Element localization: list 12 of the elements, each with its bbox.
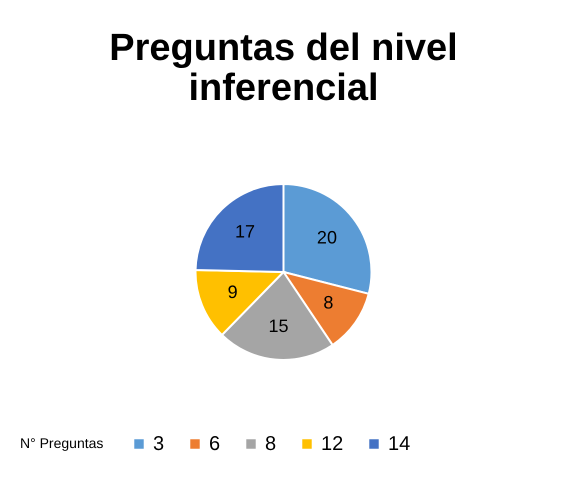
data-label: 20: [316, 227, 337, 248]
chart-title: Preguntas del nivel inferencial: [109, 27, 458, 109]
data-label: 9: [228, 282, 238, 302]
data-label: 17: [235, 222, 256, 242]
data-label: 15: [268, 316, 289, 336]
legend-title: N° Preguntas: [20, 435, 104, 451]
legend-label: 14: [388, 433, 410, 455]
legend-label: 12: [321, 433, 344, 455]
legend-label: 8: [265, 433, 276, 455]
legend-label: 6: [209, 433, 220, 455]
data-label: 8: [323, 292, 334, 313]
legend-label: 3: [153, 433, 164, 455]
